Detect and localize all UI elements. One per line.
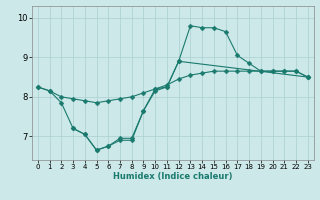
X-axis label: Humidex (Indice chaleur): Humidex (Indice chaleur) bbox=[113, 172, 233, 181]
